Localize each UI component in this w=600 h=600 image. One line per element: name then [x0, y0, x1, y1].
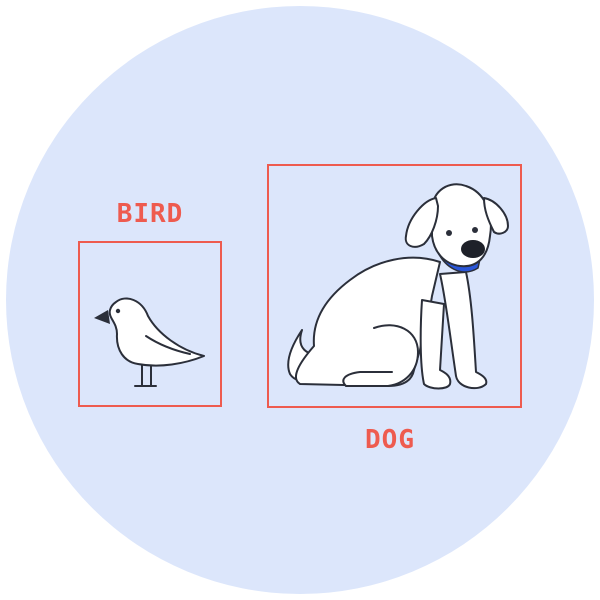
dog-nose — [461, 240, 485, 258]
dog-detection: DOG — [267, 164, 522, 455]
dog-eye-left — [446, 230, 452, 236]
bird-detection: BIRD — [78, 199, 222, 407]
bird-eye — [115, 308, 121, 314]
dog-illustration — [287, 183, 509, 390]
dog-bounding-box — [267, 164, 522, 408]
bird-beak — [94, 310, 110, 324]
bird-label: BIRD — [117, 199, 184, 229]
dog-front-leg-back — [419, 299, 452, 390]
dog-ear-right — [483, 197, 509, 235]
background-circle — [6, 6, 594, 594]
bird-bounding-box — [78, 241, 222, 407]
dog-label: DOG — [365, 425, 415, 455]
dog-haunch — [342, 324, 419, 387]
dog-front-leg-front — [439, 271, 488, 390]
bird-illustration — [94, 297, 205, 387]
bird-wing — [145, 335, 191, 355]
bird-body — [108, 297, 205, 367]
bird-legs — [134, 361, 157, 387]
dog-ear-left — [404, 197, 439, 248]
dog-eye-right — [472, 227, 478, 233]
